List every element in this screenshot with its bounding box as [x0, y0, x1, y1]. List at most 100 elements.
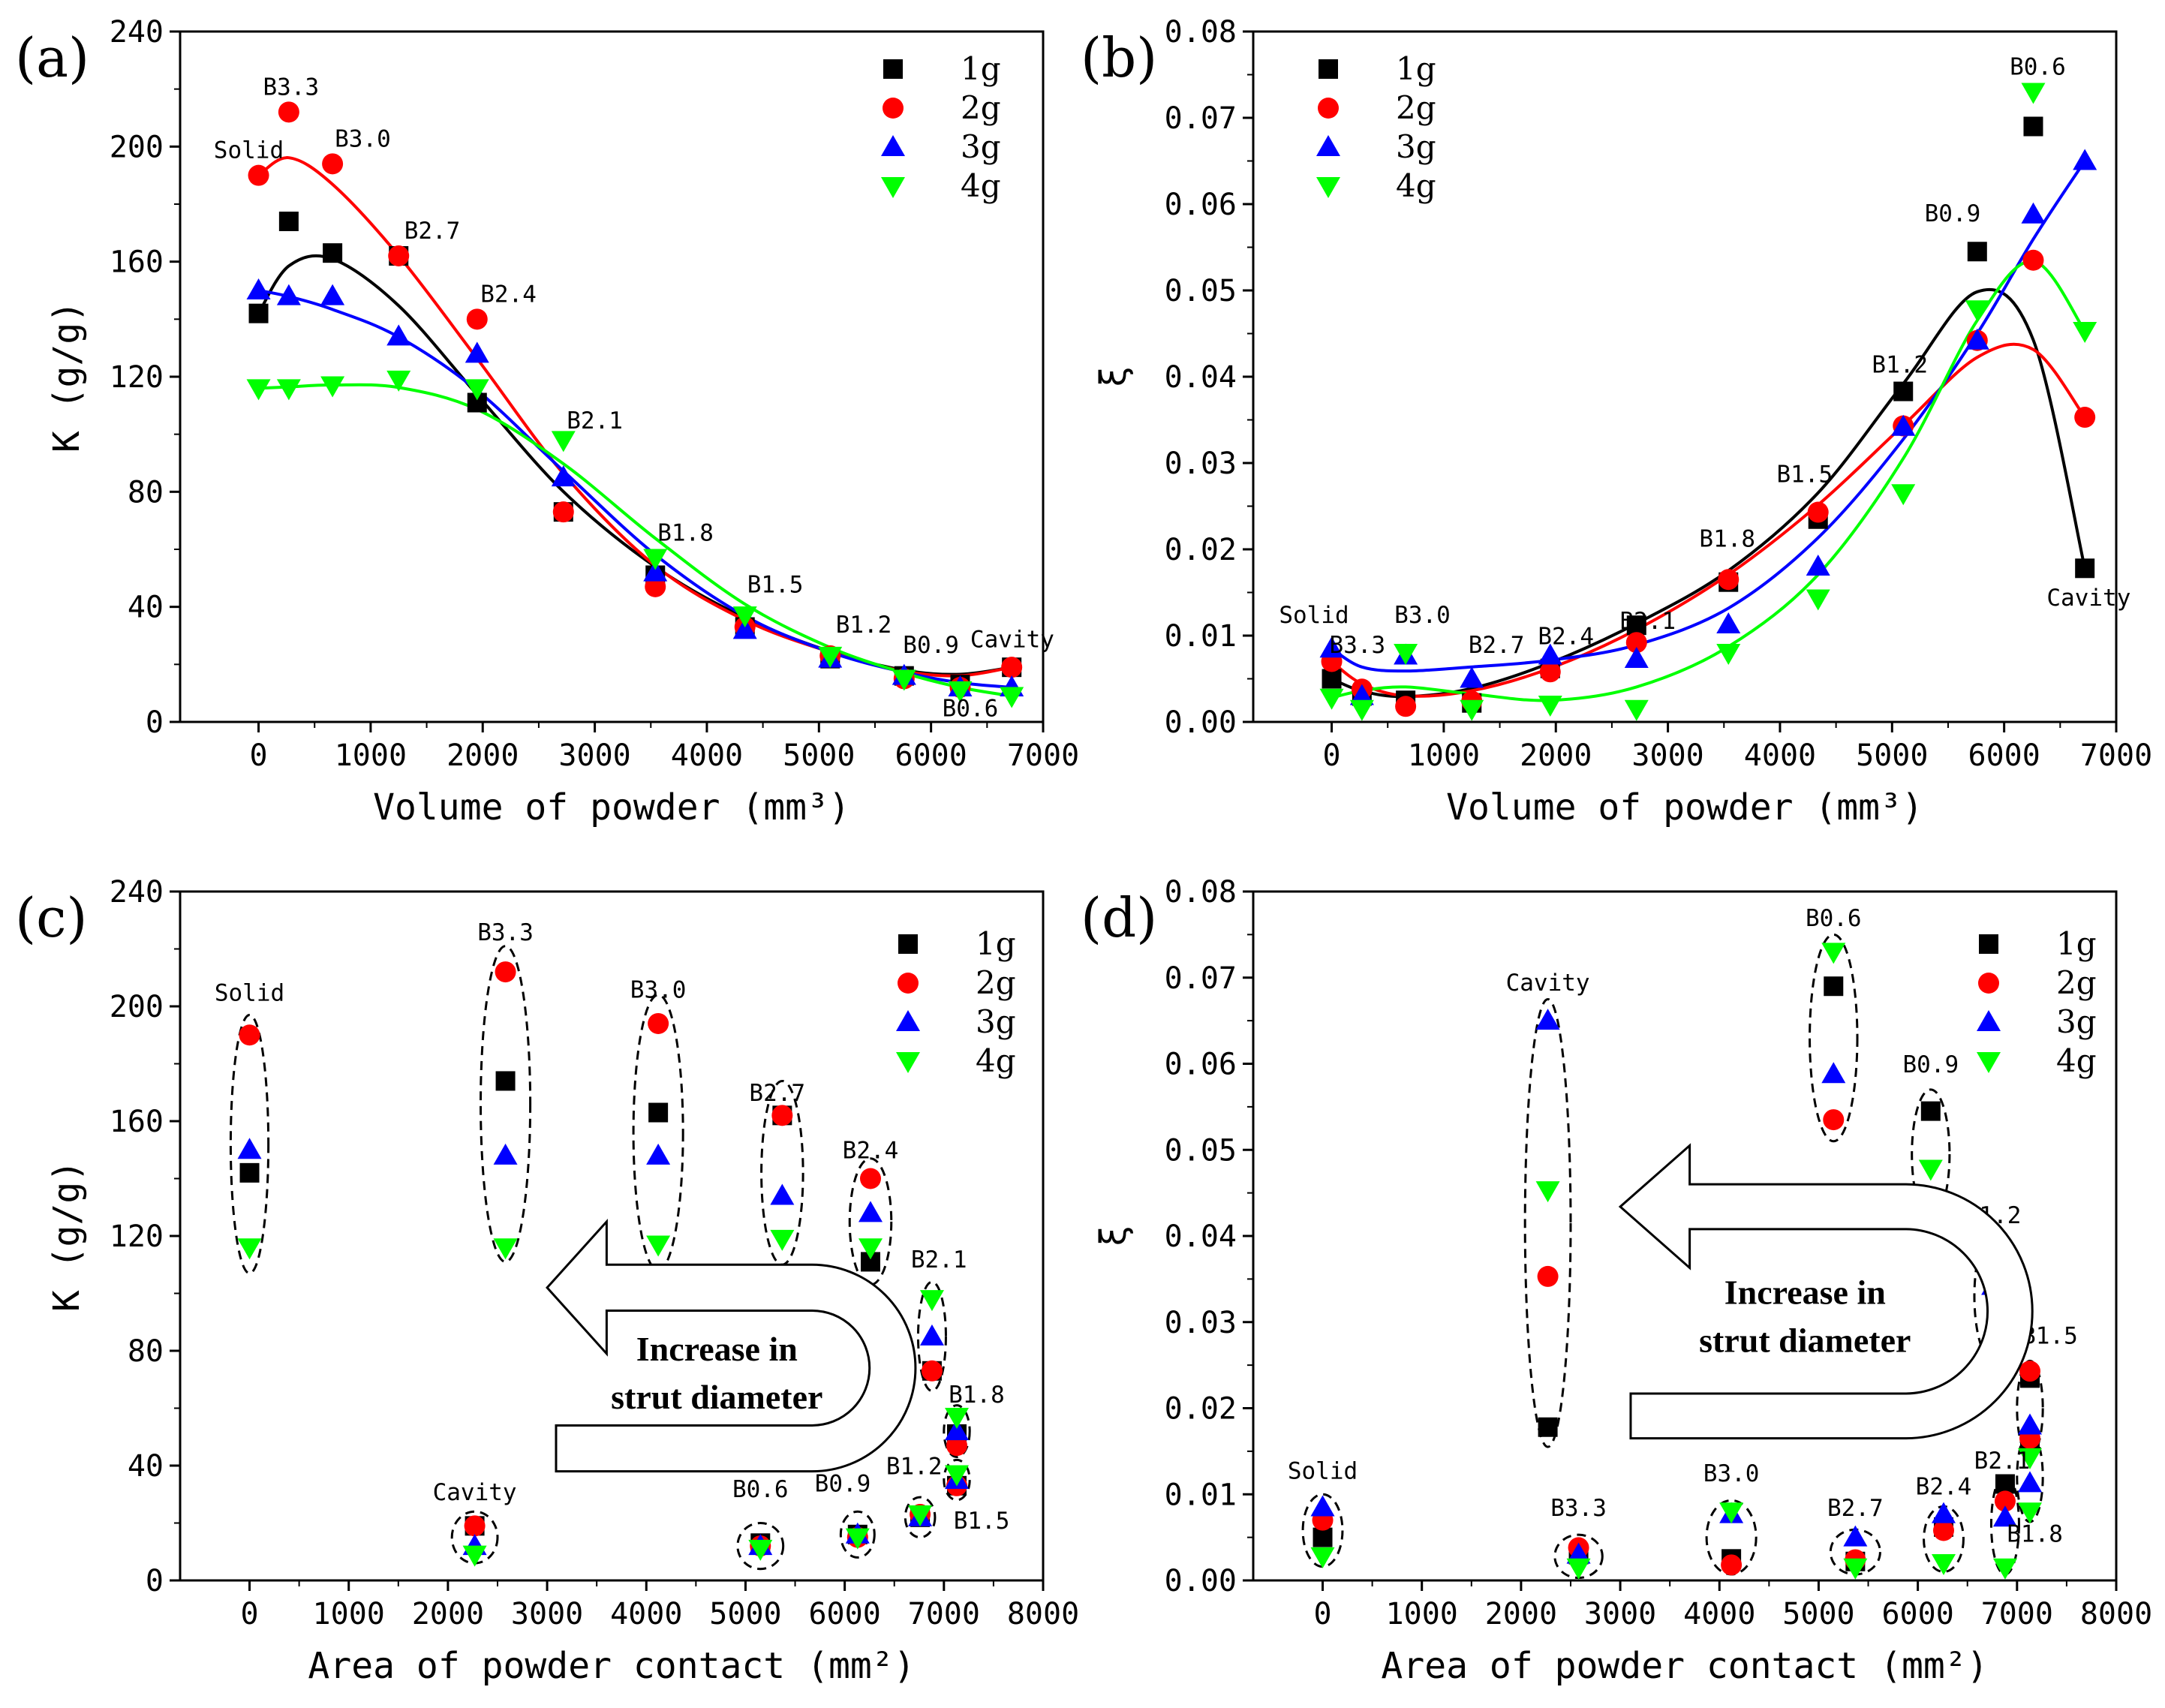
x-tick-label: 3000: [1631, 738, 1703, 773]
data-point-3g: [1624, 647, 1649, 669]
group-ellipse: [1523, 997, 1572, 1448]
legend-marker-1g: [898, 934, 918, 954]
group-label: B2.4: [843, 1138, 899, 1165]
x-tick-label: 3000: [558, 738, 630, 773]
data-point-3g: [276, 284, 301, 305]
group-label: B2.1: [911, 1246, 967, 1273]
y-tick-label: 200: [110, 990, 164, 1024]
y-axis-label: ξ: [1093, 366, 1135, 388]
x-axis-label: Volume of powder (mm³): [1446, 786, 1923, 828]
point-annotation: B0.6: [943, 695, 999, 722]
x-tick-label: 3000: [511, 1597, 583, 1631]
data-point-1g: [648, 1102, 669, 1123]
y-tick-label: 120: [110, 360, 164, 395]
panel-label: (d): [1081, 886, 1157, 949]
point-annotation: B1.2: [836, 612, 892, 639]
x-tick-label: 0: [1322, 738, 1340, 773]
data-point-3g: [1460, 666, 1484, 688]
legend-label: 3g: [976, 1003, 1016, 1040]
y-tick-label: 0.04: [1165, 360, 1237, 395]
data-point-4g: [845, 1528, 870, 1550]
data-point-2g: [946, 1435, 967, 1457]
group-label: B2.7: [1827, 1495, 1884, 1522]
data-point-4g: [320, 376, 345, 398]
data-point-1g: [1824, 976, 1844, 997]
group-label: B0.9: [815, 1470, 871, 1497]
legend-label: 1g: [2056, 925, 2097, 962]
legend-label: 2g: [2056, 964, 2097, 1001]
group-ellipse: [1301, 1493, 1344, 1568]
data-point-4g: [1806, 589, 1830, 611]
legend-marker-4g: [881, 177, 905, 198]
y-tick-label: 240: [110, 875, 164, 910]
x-axis-label: Area of powder contact (mm²): [308, 1645, 915, 1687]
x-tick-label: 8000: [1007, 1597, 1079, 1631]
x-tick-label: 7000: [1007, 738, 1079, 773]
y-tick-label: 0.06: [1165, 1048, 1237, 1082]
point-annotation: B2.1: [1619, 608, 1676, 635]
data-point-4g: [732, 606, 757, 628]
data-point-4g: [1821, 943, 1846, 964]
point-annotation: B2.7: [1469, 632, 1525, 659]
plot-frame: [1252, 30, 2118, 723]
data-point-4g: [908, 1505, 933, 1527]
data-point-2g: [1823, 1109, 1845, 1131]
y-tick-label: 0.00: [1165, 705, 1237, 740]
data-point-2g: [1807, 501, 1829, 523]
legend-marker-1g: [1979, 934, 1998, 954]
data-point-4g: [1918, 1159, 1943, 1181]
y-axis-label: K (g/g): [46, 301, 88, 453]
point-annotation: B1.5: [747, 572, 804, 599]
group-label: B2.4: [1916, 1473, 1972, 1500]
data-point-4g: [465, 379, 489, 401]
legend-label: 4g: [976, 1042, 1016, 1079]
legend-marker-2g: [883, 98, 904, 119]
fit-curve-4g: [1331, 259, 2086, 702]
data-point-3g: [551, 465, 576, 487]
x-tick-label: 6000: [895, 738, 967, 773]
plot-area: [1319, 83, 2097, 721]
x-tick-label: 1000: [335, 738, 407, 773]
point-annotation: B0.9: [903, 632, 959, 659]
data-point-4g: [2073, 322, 2097, 344]
plot-area: [246, 101, 1024, 708]
x-tick-label: 4000: [1744, 738, 1816, 773]
legend-marker-2g: [1318, 98, 1339, 119]
arrow-text: Increase in: [1724, 1273, 1886, 1311]
data-point-4g: [945, 1465, 969, 1487]
legend-label: 4g: [2056, 1042, 2097, 1079]
x-tick-label: 4000: [1683, 1597, 1755, 1631]
data-point-3g: [919, 1324, 944, 1346]
data-point-3g: [1821, 1062, 1846, 1084]
y-tick-label: 0: [146, 1564, 164, 1598]
legend-marker-4g: [896, 1052, 920, 1073]
data-point-2g: [860, 1168, 881, 1189]
panel-d: (d) 0 1000 2000 3000 4000 5000 6000 7000 8000 0.00…: [1081, 875, 2152, 1687]
panel-b: (b) 0 1000 2000 3000 4000 5000 6000 7000 0.00 0.01…: [1081, 15, 2152, 828]
data-point-4g: [246, 379, 271, 401]
group-ellipse: [632, 994, 684, 1272]
group-ellipse: [1989, 1473, 2020, 1576]
y-tick-label: 0.03: [1165, 447, 1237, 481]
legend-marker-3g: [1977, 1010, 2001, 1031]
legend-marker-1g: [1319, 59, 1338, 79]
data-point-3g: [1566, 1542, 1591, 1564]
data-point-2g: [1718, 569, 1740, 591]
x-tick-label: 5000: [783, 738, 855, 773]
y-tick-label: 0.00: [1165, 1564, 1237, 1598]
data-point-2g: [1001, 657, 1023, 678]
panel-label: (a): [15, 26, 89, 89]
x-tick-label: 4000: [671, 738, 743, 773]
point-annotation: B0.6: [2010, 54, 2066, 81]
data-point-4g: [1310, 1547, 1335, 1568]
x-tick-label: 5000: [709, 1597, 781, 1631]
fit-curve-2g: [1331, 342, 2086, 698]
data-point-3g: [1843, 1525, 1868, 1547]
group-label: B2.7: [749, 1080, 805, 1107]
data-point-3g: [2073, 149, 2097, 170]
x-tick-label: 0: [240, 1597, 258, 1631]
x-axis-label: Volume of powder (mm³): [373, 786, 850, 828]
